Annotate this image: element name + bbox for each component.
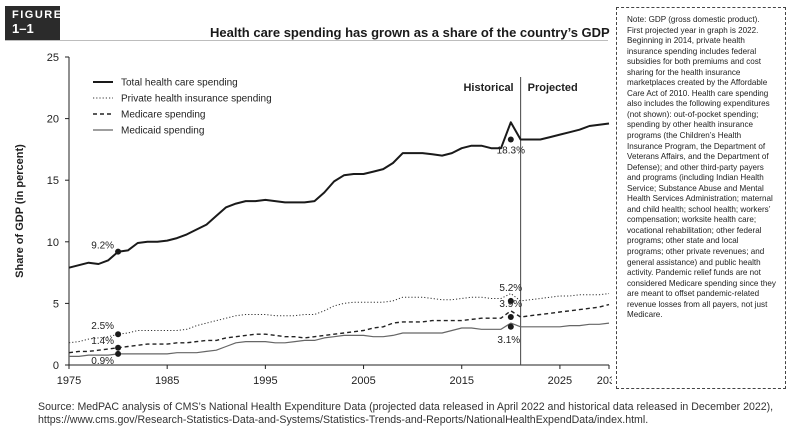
annotation-marker-8 <box>507 323 514 330</box>
annotation-marker-5 <box>507 136 514 143</box>
note-box: Note: GDP (gross domestic product). Firs… <box>616 7 786 389</box>
x-tick-label: 1995 <box>253 375 277 387</box>
y-tick-label: 0 <box>53 360 59 372</box>
y-tick-label: 25 <box>47 52 59 64</box>
annotation-label-6: 5.2% <box>499 283 522 294</box>
legend-label-1: Total health care spending <box>121 78 238 89</box>
annotation-marker-4 <box>115 350 122 357</box>
legend-label-4: Medicaid spending <box>121 126 204 137</box>
source-line-1: Source: MedPAC analysis of CMS’s Nationa… <box>38 401 774 413</box>
annotation-label-7: 3.9% <box>499 299 522 310</box>
series-line-2 <box>68 293 610 344</box>
x-tick-label: 2015 <box>449 375 473 387</box>
annotation-label-4: 0.9% <box>91 356 114 367</box>
series-line-3 <box>68 303 610 354</box>
legend-label-2: Private health insurance spending <box>121 94 272 105</box>
annotation-label-5: 18.3% <box>497 146 525 157</box>
annotation-marker-7 <box>507 313 514 320</box>
y-tick-label: 10 <box>47 237 59 249</box>
annotation-marker-2 <box>115 331 122 338</box>
annotation-marker-3 <box>115 344 122 351</box>
line-chart: 05101520251975198519952005201520252030Sh… <box>14 52 612 387</box>
x-tick-label: 2025 <box>548 375 572 387</box>
series-line-4 <box>69 322 610 357</box>
figure-badge: FIGURE 1–1 <box>5 6 63 40</box>
annotation-label-8: 3.1% <box>497 335 520 346</box>
y-tick-label: 15 <box>47 175 59 187</box>
legend-label-3: Medicare spending <box>121 110 206 121</box>
title-divider <box>5 40 608 41</box>
annotation-label-2: 2.5% <box>91 321 114 332</box>
x-tick-label: 2005 <box>351 375 375 387</box>
source-line-2: https://www.cms.gov/Research-Statistics-… <box>38 414 649 426</box>
series-line-1 <box>68 121 610 269</box>
figure-number: 1–1 <box>12 21 34 36</box>
annotation-label-1: 9.2% <box>91 241 114 252</box>
chart-title: Health care spending has grown as a shar… <box>210 25 610 40</box>
figure-label: FIGURE <box>12 9 63 21</box>
annotation-marker-6 <box>507 297 514 304</box>
y-tick-label: 5 <box>53 298 59 310</box>
historical-label: Historical <box>463 82 513 94</box>
x-tick-label: 1985 <box>155 375 179 387</box>
annotation-marker-1 <box>115 248 122 255</box>
projected-label: Projected <box>528 82 578 94</box>
x-tick-label: 1975 <box>57 375 81 387</box>
annotation-label-3: 1.4% <box>91 336 114 347</box>
source-text: Source: MedPAC analysis of CMS’s Nationa… <box>38 401 778 427</box>
x-tick-label: 2030 <box>597 375 612 387</box>
y-axis-label: Share of GDP (in percent) <box>14 144 26 278</box>
y-tick-label: 20 <box>47 114 59 126</box>
